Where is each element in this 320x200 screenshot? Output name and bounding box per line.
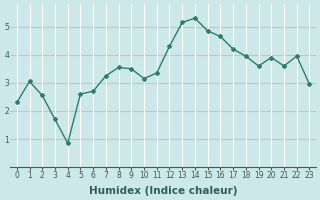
X-axis label: Humidex (Indice chaleur): Humidex (Indice chaleur) (89, 186, 237, 196)
